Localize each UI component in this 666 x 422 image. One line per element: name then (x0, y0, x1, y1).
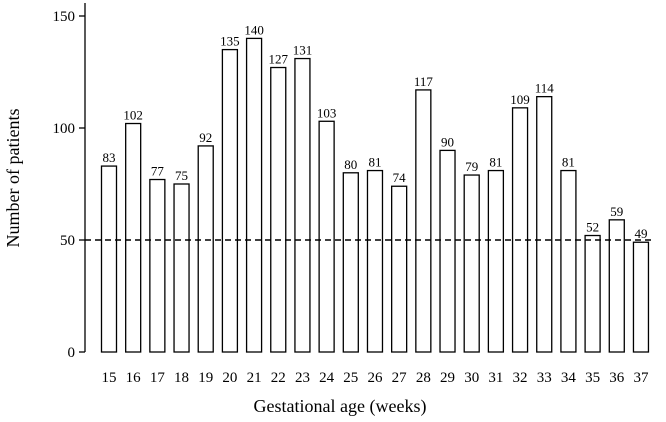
bar (173, 183, 190, 353)
x-tick-label: 32 (513, 370, 528, 386)
x-tick-label: 37 (633, 370, 649, 386)
x-tick-label: 29 (440, 370, 455, 386)
bar (342, 172, 359, 353)
x-tick-label: 24 (319, 370, 335, 386)
value-label: 117 (414, 74, 434, 89)
y-tick-label: 50 (60, 233, 75, 249)
bar (415, 89, 432, 353)
bar (197, 145, 214, 353)
value-label: 49 (634, 226, 647, 241)
bar (511, 107, 529, 353)
x-axis-label: Gestational age (weeks) (254, 396, 427, 417)
x-tick-label: 33 (537, 370, 552, 386)
value-label: 92 (199, 130, 212, 145)
y-tick-label: 0 (68, 345, 76, 361)
bar (632, 241, 650, 353)
value-label: 59 (610, 204, 623, 219)
bar (221, 48, 239, 353)
value-label: 131 (293, 43, 313, 58)
bar (366, 169, 384, 353)
y-tick-label: 100 (53, 121, 76, 137)
value-label: 81 (489, 155, 502, 170)
value-label: 114 (535, 81, 555, 96)
value-label: 127 (269, 52, 289, 67)
x-tick-label: 15 (102, 370, 117, 386)
x-tick-label: 17 (150, 370, 166, 386)
y-tick-label: 150 (53, 9, 76, 25)
bar (439, 149, 456, 353)
value-label: 90 (441, 134, 454, 149)
value-label: 81 (368, 155, 381, 170)
value-label: 52 (586, 220, 599, 235)
bar (294, 57, 311, 353)
bar (149, 178, 166, 353)
bar (245, 37, 263, 353)
x-tick-label: 34 (561, 370, 577, 386)
bar (391, 185, 408, 353)
bar (487, 169, 505, 353)
x-tick-label: 27 (392, 370, 408, 386)
bar (608, 219, 625, 353)
bar (584, 234, 601, 353)
value-label: 81 (562, 155, 575, 170)
x-tick-label: 35 (585, 370, 600, 386)
value-label: 102 (123, 108, 143, 123)
x-tick-label: 20 (222, 370, 237, 386)
value-label: 135 (220, 34, 240, 49)
x-tick-label: 30 (464, 370, 479, 386)
x-tick-label: 23 (295, 370, 310, 386)
x-tick-label: 16 (126, 370, 142, 386)
bar (536, 95, 553, 353)
x-tick-label: 21 (247, 370, 262, 386)
value-label: 83 (103, 150, 116, 165)
bar (100, 165, 118, 353)
x-tick-label: 22 (271, 370, 286, 386)
x-tick-label: 18 (174, 370, 189, 386)
value-label: 140 (244, 22, 264, 37)
bar (318, 120, 335, 353)
x-tick-label: 36 (609, 370, 625, 386)
value-label: 80 (344, 157, 357, 172)
x-tick-label: 26 (367, 370, 383, 386)
value-label: 75 (175, 168, 188, 183)
x-tick-label: 28 (416, 370, 431, 386)
value-label: 77 (151, 164, 165, 179)
x-tick-label: 31 (488, 370, 503, 386)
x-tick-label: 19 (198, 370, 213, 386)
value-label: 109 (510, 92, 530, 107)
bar (125, 122, 142, 353)
value-label: 74 (393, 170, 407, 185)
y-axis-label: Number of patients (3, 109, 23, 248)
bar (560, 169, 577, 353)
bar (270, 66, 287, 353)
bar (463, 174, 480, 353)
value-label: 79 (465, 159, 478, 174)
x-tick-label: 25 (343, 370, 358, 386)
value-label: 103 (317, 105, 337, 120)
